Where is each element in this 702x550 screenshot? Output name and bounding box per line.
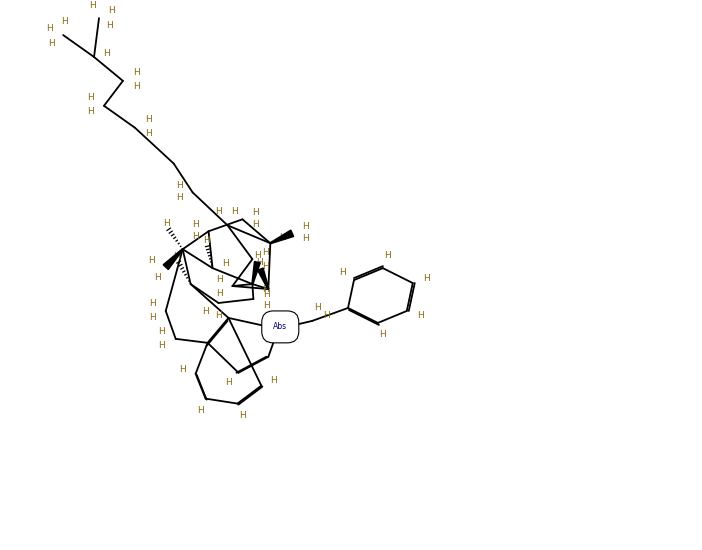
- Polygon shape: [270, 230, 293, 244]
- Text: H: H: [109, 6, 115, 15]
- Text: H: H: [61, 16, 67, 26]
- Text: H: H: [418, 311, 424, 321]
- Text: H: H: [176, 193, 183, 202]
- Text: H: H: [150, 300, 156, 309]
- Text: H: H: [423, 273, 430, 283]
- Text: H: H: [263, 301, 270, 311]
- Text: H: H: [159, 327, 165, 337]
- Text: H: H: [176, 181, 183, 190]
- Text: H: H: [323, 311, 329, 321]
- Text: H: H: [279, 233, 286, 242]
- Text: H: H: [159, 342, 165, 350]
- Text: H: H: [262, 248, 269, 257]
- Text: H: H: [145, 115, 152, 124]
- Text: H: H: [252, 208, 259, 217]
- Text: H: H: [262, 284, 269, 294]
- Text: H: H: [192, 220, 199, 229]
- Text: H: H: [46, 24, 53, 32]
- Polygon shape: [252, 261, 260, 284]
- Text: H: H: [179, 365, 186, 374]
- Text: H: H: [164, 219, 170, 228]
- Text: H: H: [86, 107, 93, 116]
- Text: H: H: [203, 236, 210, 245]
- Text: H: H: [380, 331, 386, 339]
- Text: H: H: [254, 251, 260, 260]
- Text: H: H: [256, 257, 263, 267]
- Polygon shape: [163, 249, 183, 270]
- Text: H: H: [302, 222, 309, 231]
- Text: H: H: [262, 262, 269, 271]
- Text: H: H: [154, 273, 161, 282]
- Text: H: H: [338, 268, 345, 277]
- Text: H: H: [302, 234, 309, 243]
- Text: H: H: [148, 256, 155, 265]
- Text: H: H: [263, 289, 270, 299]
- Text: H: H: [239, 411, 246, 420]
- Text: H: H: [222, 258, 229, 268]
- Text: H: H: [86, 94, 93, 102]
- Text: H: H: [133, 82, 140, 91]
- Text: H: H: [385, 251, 391, 260]
- Text: H: H: [215, 207, 222, 216]
- Polygon shape: [258, 268, 269, 289]
- Text: H: H: [216, 274, 223, 284]
- Text: H: H: [150, 314, 156, 322]
- Text: H: H: [270, 376, 277, 385]
- Text: H: H: [216, 289, 223, 298]
- Text: H: H: [202, 307, 209, 316]
- Text: H: H: [104, 50, 110, 58]
- Text: H: H: [197, 406, 204, 415]
- Text: H: H: [192, 232, 199, 241]
- Text: H: H: [88, 1, 95, 10]
- Text: H: H: [107, 20, 113, 30]
- Text: H: H: [145, 129, 152, 138]
- Text: H: H: [133, 68, 140, 78]
- Text: H: H: [225, 378, 232, 387]
- Text: H: H: [173, 252, 180, 261]
- Text: H: H: [314, 304, 321, 312]
- Text: H: H: [48, 39, 55, 47]
- Text: H: H: [252, 220, 259, 229]
- Text: H: H: [215, 311, 222, 321]
- Text: H: H: [231, 207, 238, 216]
- Text: Abs: Abs: [273, 322, 287, 332]
